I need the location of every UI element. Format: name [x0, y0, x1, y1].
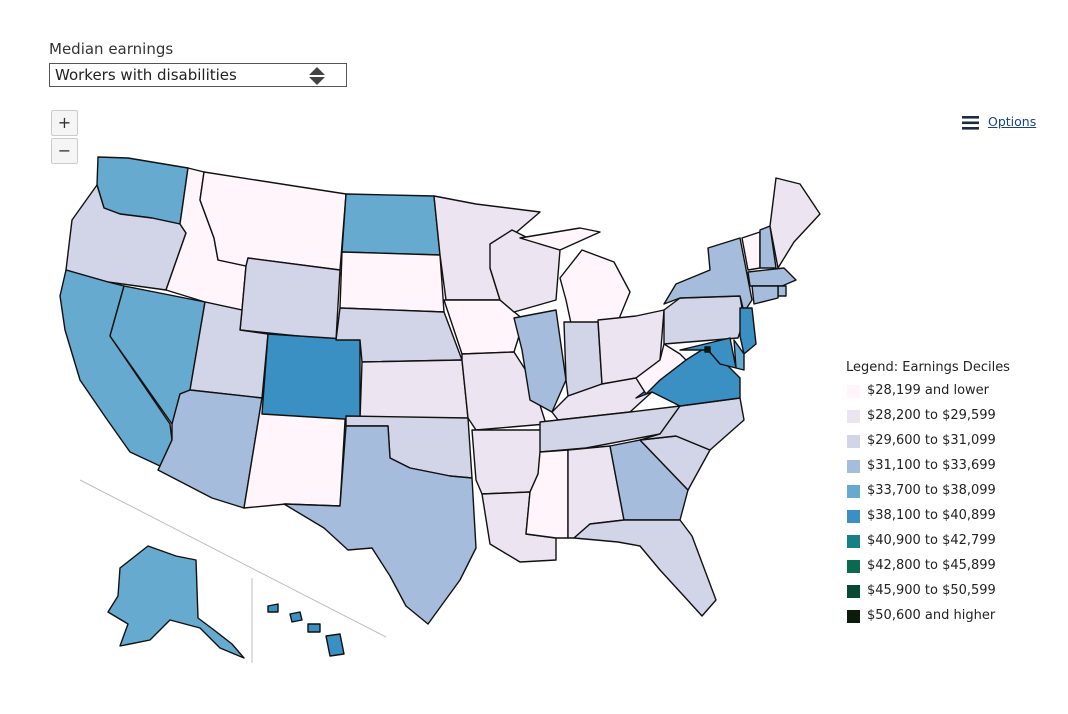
state-co[interactable] [261, 333, 361, 421]
select-arrows-icon [309, 67, 325, 85]
state-ga[interactable] [609, 439, 689, 521]
state-mi[interactable] [519, 227, 631, 329]
state-ak[interactable] [107, 545, 245, 659]
state-tx[interactable] [283, 425, 477, 625]
state-nh[interactable] [759, 225, 777, 269]
state-wi[interactable] [489, 229, 561, 313]
state-me[interactable] [769, 177, 821, 269]
legend-swatch [847, 510, 860, 523]
legend-item[interactable]: $28,199 and lower [846, 383, 1010, 408]
zoom-in-button[interactable]: + [51, 110, 78, 136]
legend-label: $31,100 to $33,699 [867, 458, 996, 473]
legend-label: $50,600 and higher [867, 608, 996, 623]
legend-label: $28,200 to $29,599 [867, 408, 996, 423]
legend-item[interactable]: $40,900 to $42,799 [846, 533, 1010, 558]
state-ny[interactable] [663, 237, 753, 313]
legend-swatch [847, 560, 860, 573]
state-pa[interactable] [663, 295, 745, 345]
legend-swatch [847, 610, 860, 623]
legend-swatch [847, 485, 860, 498]
legend-swatch [847, 460, 860, 473]
state-wv[interactable] [635, 343, 687, 395]
legend-label: $45,900 to $50,599 [867, 583, 996, 598]
legend-label: $42,800 to $45,899 [867, 558, 996, 573]
state-ks[interactable] [359, 359, 469, 421]
state-in[interactable] [563, 321, 603, 397]
metric-label: Median earnings [49, 40, 174, 58]
state-ma[interactable] [747, 267, 797, 287]
legend-label: $33,700 to $38,099 [867, 483, 996, 498]
legend-item[interactable]: $50,600 and higher [846, 608, 1010, 633]
state-dc[interactable] [704, 346, 711, 353]
options-link[interactable]: Options [988, 114, 1037, 129]
zoom-out-button[interactable]: − [51, 138, 78, 164]
legend-label: $29,600 to $31,099 [867, 433, 996, 448]
legend-item[interactable]: $45,900 to $50,599 [846, 583, 1010, 608]
legend-item[interactable]: $38,100 to $40,899 [846, 508, 1010, 533]
legend-item[interactable]: $31,100 to $33,699 [846, 458, 1010, 483]
state-md[interactable] [679, 337, 737, 369]
legend-swatch [847, 410, 860, 423]
metric-select[interactable]: Workers with disabilities [49, 63, 347, 87]
legend-swatch [847, 585, 860, 598]
state-mt[interactable] [199, 171, 347, 271]
state-ri[interactable] [777, 285, 787, 297]
legend-label: $28,199 and lower [867, 383, 990, 398]
metric-select-value: Workers with disabilities [55, 66, 237, 84]
state-fl[interactable] [573, 519, 717, 617]
state-nj[interactable] [739, 307, 757, 355]
legend-swatch [847, 535, 860, 548]
state-sd[interactable] [339, 251, 445, 313]
state-nd[interactable] [341, 193, 441, 256]
state-de[interactable] [733, 339, 745, 371]
legend-swatch [847, 385, 860, 398]
state-ct[interactable] [751, 285, 779, 305]
legend: Legend: Earnings Deciles $28,199 and low… [846, 360, 1010, 633]
state-hi[interactable] [267, 603, 345, 657]
legend-label: $38,100 to $40,899 [867, 508, 996, 523]
state-wy[interactable] [239, 257, 341, 341]
legend-title: Legend: Earnings Deciles [846, 360, 1010, 375]
legend-label: $40,900 to $42,799 [867, 533, 996, 548]
legend-item[interactable]: $29,600 to $31,099 [846, 433, 1010, 458]
legend-item[interactable]: $33,700 to $38,099 [846, 483, 1010, 508]
menu-icon [962, 116, 979, 130]
legend-swatch [847, 435, 860, 448]
legend-item[interactable]: $28,200 to $29,599 [846, 408, 1010, 433]
legend-item[interactable]: $42,800 to $45,899 [846, 558, 1010, 583]
